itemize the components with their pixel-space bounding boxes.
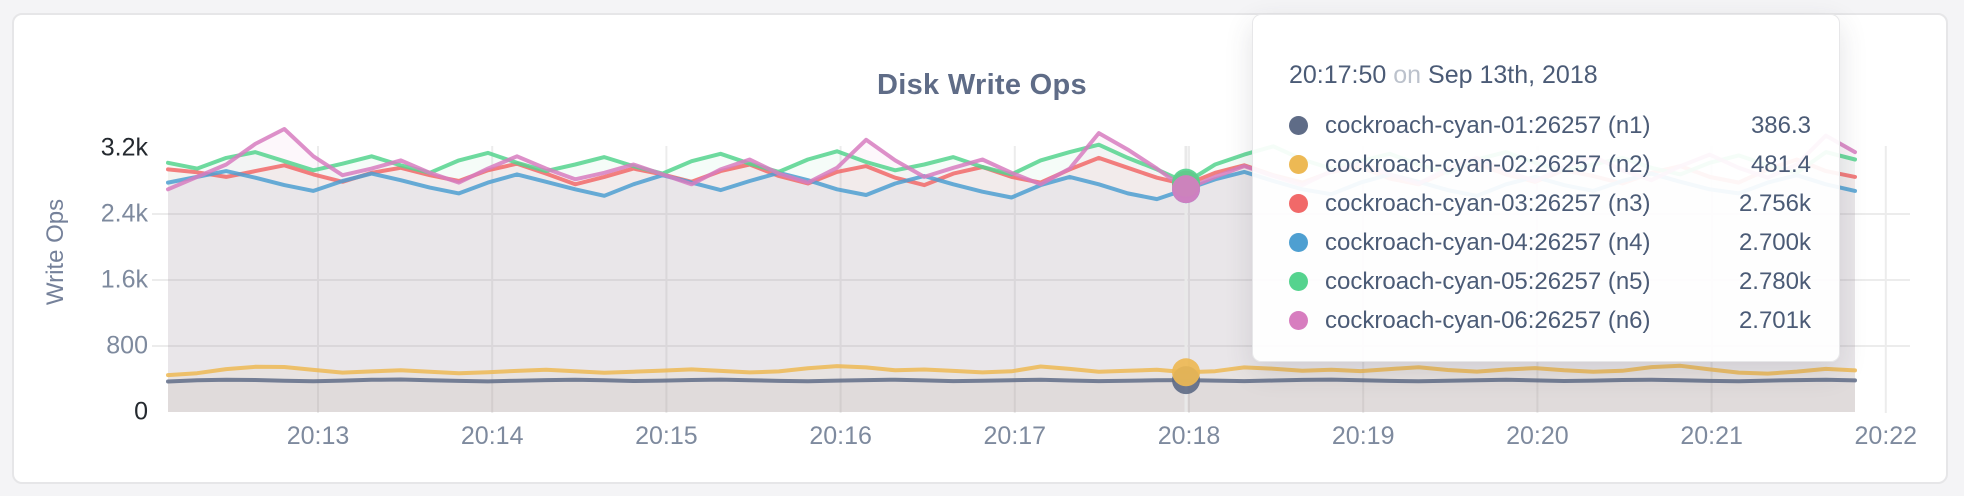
tooltip-series-row: cockroach-cyan-05:26257 (n5) 2.780k	[1289, 262, 1811, 301]
x-tick-label: 20:18	[1157, 422, 1221, 450]
x-tick-label: 20:17	[983, 422, 1047, 450]
series-label: cockroach-cyan-05:26257 (n5)	[1325, 267, 1651, 295]
tooltip-series-row: cockroach-cyan-04:26257 (n4) 2.700k	[1289, 223, 1811, 262]
y-tick-label: 2.4k	[100, 199, 148, 228]
series-color-dot-icon	[1289, 311, 1308, 330]
x-tick-label: 20:14	[460, 422, 524, 450]
series-value: 386.3	[1750, 111, 1811, 139]
x-tick-label: 20:20	[1506, 422, 1569, 450]
series-value: 2.756k	[1738, 189, 1811, 217]
tooltip-date: Sep 13th, 2018	[1428, 61, 1598, 89]
series-label: cockroach-cyan-03:26257 (n3)	[1325, 189, 1651, 217]
series-label: cockroach-cyan-06:26257 (n6)	[1325, 306, 1651, 334]
hover-point-dot[interactable]	[1172, 358, 1201, 387]
series-label: cockroach-cyan-01:26257 (n1)	[1325, 111, 1651, 139]
series-color-dot-icon	[1289, 272, 1308, 291]
x-tick-label: 20:19	[1331, 422, 1395, 450]
series-color-dot-icon	[1289, 155, 1308, 174]
y-tick-label: 3.2k	[100, 133, 148, 162]
tooltip-time: 20:17:50	[1289, 61, 1387, 89]
series-value: 2.780k	[1738, 267, 1811, 295]
x-tick-label: 20:21	[1680, 422, 1743, 450]
x-tick-label: 20:15	[635, 422, 698, 450]
series-value: 481.4	[1750, 150, 1811, 178]
series-line	[166, 377, 1857, 384]
series-value: 2.701k	[1738, 306, 1811, 334]
series-label: cockroach-cyan-04:26257 (n4)	[1325, 228, 1651, 256]
tooltip-series-row: cockroach-cyan-01:26257 (n1) 386.3	[1289, 106, 1811, 145]
tooltip-series-list: cockroach-cyan-01:26257 (n1) 386.3 cockr…	[1289, 106, 1811, 340]
y-tick-label: 800	[106, 331, 148, 360]
x-tick-label: 20:22	[1854, 422, 1918, 450]
hover-point-dot[interactable]	[1172, 175, 1201, 204]
tooltip-series-row: cockroach-cyan-02:26257 (n2) 481.4	[1289, 145, 1811, 184]
series-label: cockroach-cyan-02:26257 (n2)	[1325, 150, 1651, 178]
chart-tooltip: 20:17:50 on Sep 13th, 2018 cockroach-cya…	[1252, 14, 1840, 362]
series-value: 2.700k	[1738, 228, 1811, 256]
series-color-dot-icon	[1289, 233, 1308, 252]
series-color-dot-icon	[1289, 194, 1308, 213]
y-tick-label: 0	[134, 397, 148, 426]
x-tick-label: 20:13	[286, 422, 350, 450]
series-line	[166, 363, 1857, 378]
tooltip-conjunction: on	[1393, 61, 1422, 89]
series-area	[168, 365, 1855, 412]
series-color-dot-icon	[1289, 116, 1308, 135]
tooltip-series-row: cockroach-cyan-03:26257 (n3) 2.756k	[1289, 184, 1811, 223]
y-tick-label: 1.6k	[100, 265, 148, 294]
series-area	[168, 379, 1855, 412]
x-tick-label: 20:16	[809, 422, 872, 450]
tooltip-header: 20:17:50 on Sep 13th, 2018	[1289, 61, 1811, 90]
tooltip-series-row: cockroach-cyan-06:26257 (n6) 2.701k	[1289, 301, 1811, 340]
chart-title: Disk Write Ops	[877, 69, 1087, 101]
